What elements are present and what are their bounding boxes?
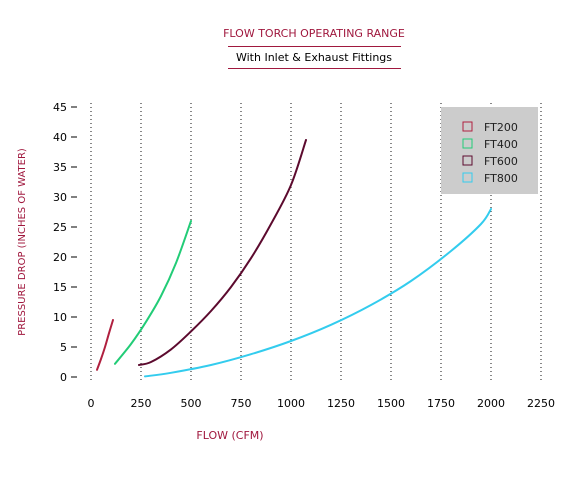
- legend-marker-ft200: [462, 121, 473, 132]
- y-tick-label: 25: [53, 221, 67, 234]
- legend-marker-ft600: [462, 155, 473, 166]
- x-tick-label: 0: [88, 397, 95, 410]
- y-tick-label: 20: [53, 251, 67, 264]
- x-axis-label: FLOW (CFM): [196, 429, 263, 442]
- x-tick-label: 250: [131, 397, 152, 410]
- y-tick-label: 5: [60, 341, 67, 354]
- y-tick-label: 40: [53, 131, 67, 144]
- series-line-ft200: [96, 319, 114, 371]
- x-tick-label: 2000: [477, 397, 505, 410]
- chart-subtitle: With Inlet & Exhaust Fittings: [235, 51, 393, 64]
- y-tick-label: 10: [53, 311, 67, 324]
- legend-box: [441, 107, 538, 194]
- y-tick-label: 15: [53, 281, 67, 294]
- chart-title: FLOW TORCH OPERATING RANGE: [223, 27, 405, 40]
- x-tick-label: 500: [181, 397, 202, 410]
- y-tick-label: 30: [53, 191, 67, 204]
- subtitle-underline: [228, 68, 401, 69]
- legend-marker-ft400: [462, 138, 473, 149]
- legend-label-ft600: FT600: [484, 155, 518, 168]
- y-axis-label: PRESSURE DROP (INCHES OF WATER): [17, 148, 28, 336]
- y-tick-label: 35: [53, 161, 67, 174]
- x-tick-label: 1250: [327, 397, 355, 410]
- legend-marker-ft800: [462, 172, 473, 183]
- x-tick-label: 1000: [277, 397, 305, 410]
- series-line-ft800: [144, 208, 492, 378]
- series-line-ft400: [114, 220, 192, 365]
- x-tick-label: 2250: [527, 397, 555, 410]
- series-line-ft600: [138, 139, 307, 366]
- legend-label-ft200: FT200: [484, 121, 518, 134]
- y-tick-label: 45: [53, 101, 67, 114]
- y-tick-label: 0: [60, 371, 67, 384]
- x-tick-label: 1500: [377, 397, 405, 410]
- x-tick-label: 1750: [427, 397, 455, 410]
- legend-label-ft400: FT400: [484, 138, 518, 151]
- x-tick-label: 750: [231, 397, 252, 410]
- title-underline: [228, 46, 401, 47]
- legend-label-ft800: FT800: [484, 172, 518, 185]
